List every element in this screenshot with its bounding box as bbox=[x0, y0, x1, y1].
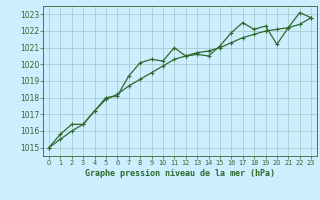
X-axis label: Graphe pression niveau de la mer (hPa): Graphe pression niveau de la mer (hPa) bbox=[85, 169, 275, 178]
